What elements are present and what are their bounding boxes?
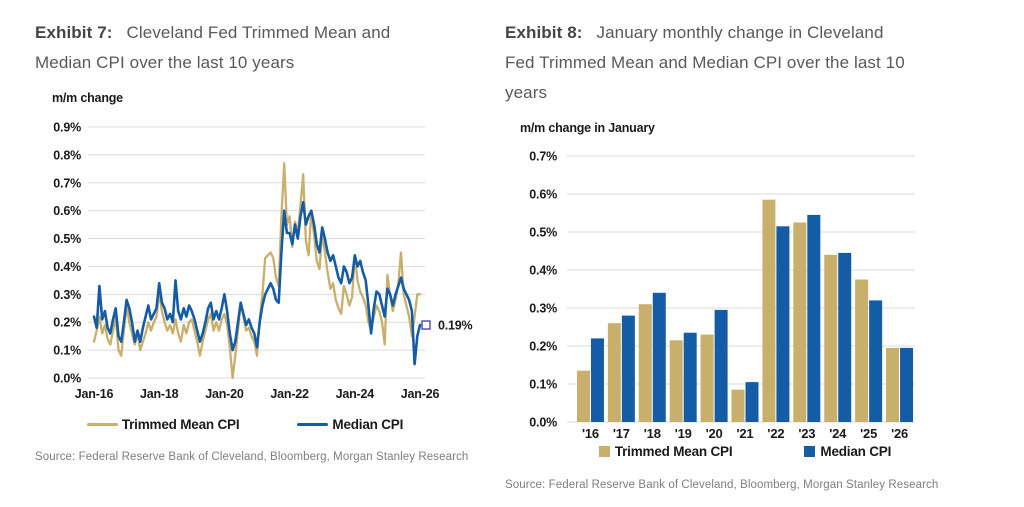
x-category-label: '20 <box>706 426 723 441</box>
legend-item-trimmed-mean: Trimmed Mean CPI <box>86 417 240 432</box>
trimmed-mean-bar <box>886 347 900 422</box>
y-tick-label: 0.3% <box>53 288 81 302</box>
legend-label-median: Median CPI <box>820 444 892 459</box>
x-category-label: '24 <box>829 426 847 441</box>
exhibit7-label: Exhibit 7: <box>35 23 113 42</box>
trimmed-mean-bar <box>607 323 621 422</box>
y-tick-label: 0.0% <box>53 372 81 386</box>
median-cpi-line <box>92 201 422 366</box>
median-bar <box>714 309 728 422</box>
exhibit8-legend: Trimmed Mean CPI Median CPI <box>575 444 915 459</box>
exhibit7-title-line1: Cleveland Fed Trimmed Mean and <box>126 23 391 42</box>
exhibit8-title-line3: years <box>505 83 548 102</box>
median-bar <box>683 332 697 422</box>
x-category-label: '17 <box>613 426 630 441</box>
last-point-marker <box>421 320 431 330</box>
trimmed-mean-bar <box>700 334 714 422</box>
median-bar <box>621 315 635 422</box>
exhibit7-legend: Trimmed Mean CPI Median CPI <box>35 417 455 432</box>
x-category-label: '18 <box>644 426 661 441</box>
exhibit8-label: Exhibit 8: <box>505 23 583 42</box>
y-tick-label: 0.9% <box>53 121 81 135</box>
legend-label-trimmed-mean: Trimmed Mean CPI <box>614 444 733 459</box>
x-tick-label: Jan-18 <box>140 387 179 401</box>
y-tick-label: 0.7% <box>529 150 557 164</box>
y-tick-label: 0.4% <box>53 260 81 274</box>
trimmed-mean-bar <box>762 199 776 422</box>
y-tick-label: 0.7% <box>53 176 81 190</box>
legend-item-median: Median CPI <box>804 444 891 459</box>
x-category-label: '26 <box>891 426 908 441</box>
exhibit8-axis-label: m/m change in January <box>520 121 655 135</box>
exhibit7-line-chart: 0.9% 0.8% 0.7% 0.6% 0.5% 0.4% 0.3% 0.2% 0.1% 0.0%… <box>53 121 473 402</box>
trimmed-mean-bar <box>793 222 807 422</box>
x-category-label: '19 <box>675 426 692 441</box>
y-tick-label: 0.5% <box>53 232 81 246</box>
trimmed-mean-bar <box>669 340 683 422</box>
legend-label-trimmed-mean: Trimmed Mean CPI <box>121 417 240 432</box>
median-bar <box>590 338 604 422</box>
trimmed-mean-square-swatch <box>598 446 610 457</box>
y-tick-label: 0.0% <box>529 416 557 430</box>
legend-item-median: Median CPI <box>297 417 403 432</box>
x-tick-label: Jan-22 <box>270 387 309 401</box>
exhibit8-title: Exhibit 8: January monthly change in Clev… <box>505 18 930 108</box>
trimmed-mean-bar <box>638 304 652 422</box>
y-tick-label: 0.6% <box>53 204 81 218</box>
legend-item-trimmed-mean: Trimmed Mean CPI <box>598 444 733 459</box>
median-square-swatch <box>804 446 816 457</box>
y-tick-label: 0.2% <box>53 316 81 330</box>
x-tick-label: Jan-24 <box>336 387 375 401</box>
y-tick-label: 0.3% <box>529 302 557 316</box>
x-category-label: '23 <box>798 426 815 441</box>
trimmed-mean-bar <box>731 389 745 422</box>
trimmed-mean-bar <box>824 254 838 422</box>
y-tick-label: 0.2% <box>529 340 557 354</box>
x-tick-label: Jan-26 <box>401 387 440 401</box>
median-bar <box>776 226 790 422</box>
y-tick-label: 0.5% <box>529 226 557 240</box>
trimmed-mean-cpi-line <box>92 162 422 380</box>
x-category-label: '16 <box>582 426 599 441</box>
exhibit8-title-line1: January monthly change in Cleveland <box>596 23 884 42</box>
x-category-label: '21 <box>737 426 754 441</box>
y-tick-label: 0.8% <box>53 148 81 162</box>
exhibit7-axis-label: m/m change <box>52 91 123 105</box>
legend-label-median: Median CPI <box>332 417 404 432</box>
x-tick-label: Jan-16 <box>75 387 114 401</box>
exhibit7-source: Source: Federal Reserve Bank of Clevelan… <box>35 451 469 463</box>
x-category-label: '25 <box>860 426 877 441</box>
trimmed-mean-bar <box>576 370 590 422</box>
exhibit8-bar-chart: 0.7% 0.6% 0.5% 0.4% 0.3% 0.2% 0.1% 0.0% '16 '17 '1… <box>529 150 915 441</box>
median-line-swatch <box>297 422 329 427</box>
last-point-value-label: 0.19% <box>438 319 473 333</box>
exhibit7-title-line2: Median CPI over the last 10 years <box>35 53 295 72</box>
y-tick-label: 0.1% <box>53 344 81 358</box>
y-tick-label: 0.6% <box>529 188 557 202</box>
trimmed-mean-line-swatch <box>86 422 118 427</box>
exhibit7-title: Exhibit 7: Cleveland Fed Trimmed Mean and… <box>35 18 435 78</box>
median-bar <box>838 252 852 422</box>
median-bar <box>869 300 883 422</box>
y-tick-label: 0.4% <box>529 264 557 278</box>
y-tick-label: 0.1% <box>529 378 557 392</box>
exhibit8-source: Source: Federal Reserve Bank of Clevelan… <box>505 479 939 491</box>
median-bar <box>900 347 914 422</box>
x-tick-label: Jan-20 <box>205 387 244 401</box>
trimmed-mean-bar <box>855 279 869 422</box>
median-bar <box>652 292 666 422</box>
median-bar <box>807 214 821 422</box>
x-category-label: '22 <box>767 426 784 441</box>
median-bar <box>745 382 759 422</box>
exhibit8-title-line2: Fed Trimmed Mean and Median CPI over the… <box>505 53 905 72</box>
